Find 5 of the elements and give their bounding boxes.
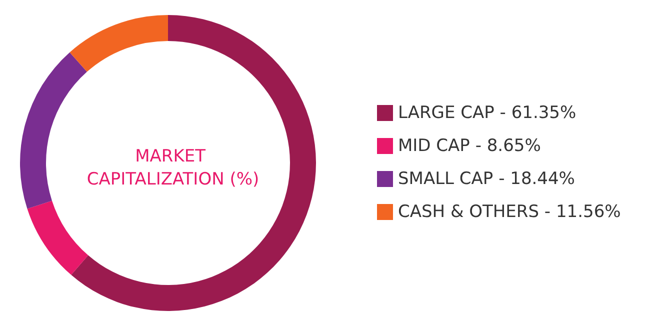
legend-label: MID CAP - 8.65% [398,136,541,156]
legend-label: SMALL CAP - 18.44% [398,169,575,189]
legend-label: LARGE CAP - 61.35% [398,103,576,123]
legend-label: CASH & OTHERS - 11.56% [398,202,621,222]
text: MARKET CAPITALIZATION (%) [86,146,260,190]
